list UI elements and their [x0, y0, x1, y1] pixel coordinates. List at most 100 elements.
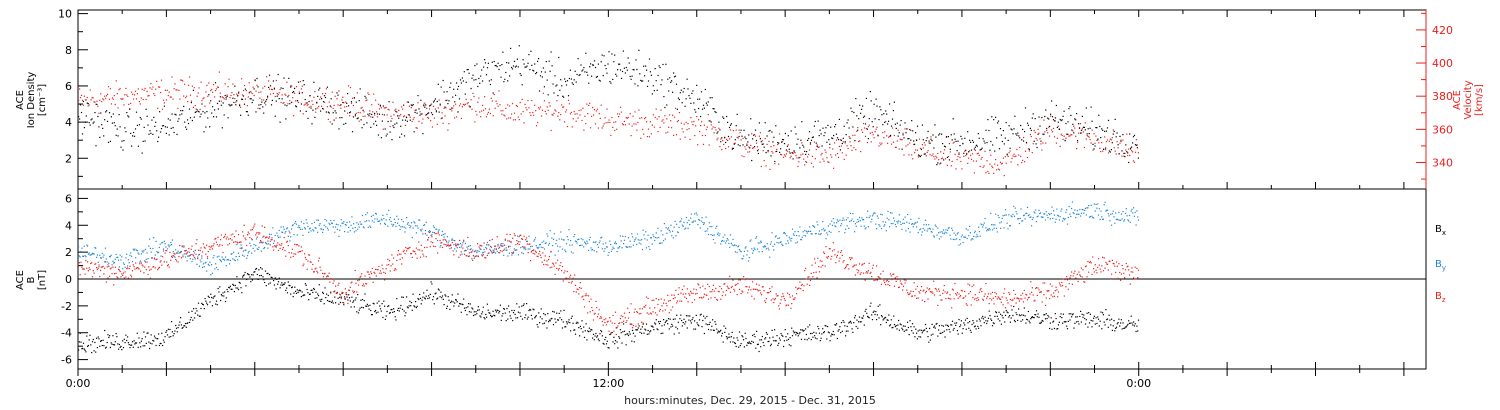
- bx-series-point: [1075, 316, 1077, 318]
- by-series-point: [886, 217, 888, 219]
- by-series-point: [969, 232, 971, 234]
- by-series-point: [879, 225, 881, 227]
- by-series-point: [824, 229, 826, 231]
- velocity-series-point: [780, 153, 782, 156]
- by-series-point: [677, 231, 679, 234]
- velocity-series-point: [101, 101, 103, 103]
- density-series-point: [399, 136, 401, 138]
- density-series-point: [818, 135, 820, 137]
- velocity-series-point: [723, 143, 725, 145]
- bx-series-point: [924, 329, 926, 331]
- bx-series-point: [778, 342, 780, 344]
- bx-series-point: [744, 332, 746, 334]
- density-series-point: [376, 113, 379, 115]
- velocity-series-point: [182, 80, 184, 82]
- by-series-point: [402, 221, 404, 223]
- bx-series-point: [750, 343, 752, 345]
- bx-series-point: [838, 329, 840, 331]
- velocity-series-point: [662, 119, 664, 121]
- density-series-point: [944, 146, 947, 148]
- velocity-series-point: [192, 106, 194, 108]
- bx-series-point: [650, 330, 652, 332]
- density-series-point: [792, 158, 794, 160]
- velocity-series-point: [899, 138, 901, 140]
- bx-series-point: [736, 337, 738, 339]
- bx-series-point: [268, 283, 270, 285]
- bx-series-point: [665, 320, 667, 322]
- velocity-series-point: [948, 143, 950, 145]
- velocity-series-point: [873, 137, 875, 139]
- bx-series-point: [964, 324, 966, 326]
- velocity-series-point: [1019, 146, 1021, 149]
- bx-series-point: [463, 298, 465, 300]
- by-series-point: [136, 250, 138, 252]
- by-series-point: [537, 247, 539, 250]
- bx-series-point: [843, 321, 845, 323]
- density-series-point: [89, 124, 91, 126]
- bx-series-point: [466, 314, 468, 316]
- bx-series-point: [348, 297, 351, 299]
- velocity-series-point: [1005, 162, 1007, 164]
- bx-series-point: [168, 336, 170, 338]
- velocity-series-point: [654, 116, 656, 118]
- by-series-point: [642, 229, 644, 231]
- density-series-point: [795, 133, 797, 135]
- bx-series-point: [965, 328, 967, 330]
- bx-series-point: [708, 323, 710, 325]
- by-series-point: [302, 234, 304, 236]
- bx-series-point: [415, 301, 417, 303]
- by-series-point: [852, 213, 854, 215]
- bx-series-point: [1099, 320, 1101, 322]
- density-series-point: [364, 95, 366, 97]
- bx-series-point: [1045, 313, 1047, 315]
- bx-series-point: [322, 292, 324, 295]
- density-series-point: [215, 116, 218, 118]
- bx-series-point: [1047, 314, 1049, 317]
- density-series-point: [435, 110, 437, 112]
- velocity-series-point: [722, 139, 724, 142]
- bx-series-point: [985, 320, 987, 322]
- by-series-point: [82, 255, 84, 257]
- density-series-point: [464, 93, 466, 95]
- by-series-point: [237, 252, 240, 254]
- bx-series-point: [818, 328, 820, 330]
- density-series-point: [95, 145, 97, 147]
- bx-series-point: [505, 320, 507, 322]
- bx-series-point: [201, 302, 203, 304]
- bx-series-point: [419, 293, 421, 296]
- bx-series-point: [264, 270, 267, 272]
- bx-series-point: [901, 327, 903, 329]
- bx-series-point: [891, 327, 893, 329]
- by-series-point: [1057, 215, 1060, 217]
- velocity-series-point: [935, 155, 937, 157]
- velocity-series-point: [469, 106, 471, 108]
- bx-series-point: [1105, 309, 1107, 311]
- bx-series-point: [173, 333, 175, 335]
- by-series-point: [256, 248, 258, 250]
- density-series-point: [621, 70, 624, 73]
- velocity-series-point: [332, 107, 334, 109]
- by-series-point: [915, 222, 917, 224]
- density-series-point: [699, 98, 701, 100]
- bx-series-point: [350, 306, 352, 308]
- by-series-point: [726, 238, 728, 240]
- by-series-point: [689, 224, 691, 226]
- bx-series-point: [942, 325, 945, 327]
- density-series-point: [352, 116, 354, 118]
- velocity-series-point: [220, 100, 222, 102]
- density-series-point: [709, 97, 711, 99]
- density-series-point: [1079, 132, 1082, 134]
- bx-series-point: [1111, 329, 1113, 331]
- by-series-point: [419, 219, 421, 221]
- velocity-series-point: [565, 109, 568, 111]
- by-series-point: [885, 221, 887, 223]
- by-series-point: [831, 224, 834, 226]
- velocity-series-point: [981, 156, 983, 159]
- velocity-series-point: [368, 93, 370, 95]
- velocity-series-point: [794, 152, 796, 154]
- velocity-series-point: [533, 114, 535, 116]
- by-series-point: [461, 253, 463, 255]
- by-series-point: [313, 221, 315, 223]
- by-series-point: [705, 216, 707, 218]
